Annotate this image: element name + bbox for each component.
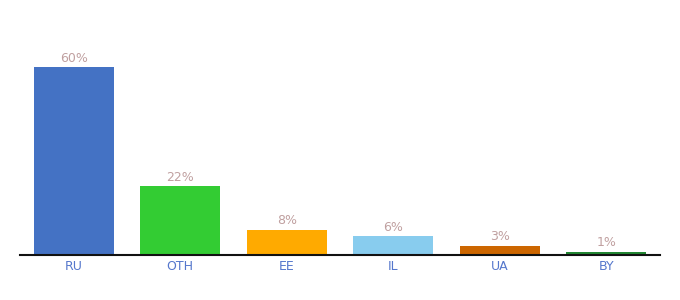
Bar	[34, 67, 114, 255]
Text: 22%: 22%	[167, 171, 194, 184]
Bar	[354, 236, 433, 255]
Text: 8%: 8%	[277, 214, 296, 227]
Bar	[140, 186, 220, 255]
Text: 3%: 3%	[490, 230, 510, 243]
Text: 60%: 60%	[60, 52, 88, 65]
Bar	[460, 246, 540, 255]
Bar	[566, 252, 646, 255]
Bar	[247, 230, 326, 255]
Text: 1%: 1%	[596, 236, 616, 249]
Text: 6%: 6%	[384, 221, 403, 234]
